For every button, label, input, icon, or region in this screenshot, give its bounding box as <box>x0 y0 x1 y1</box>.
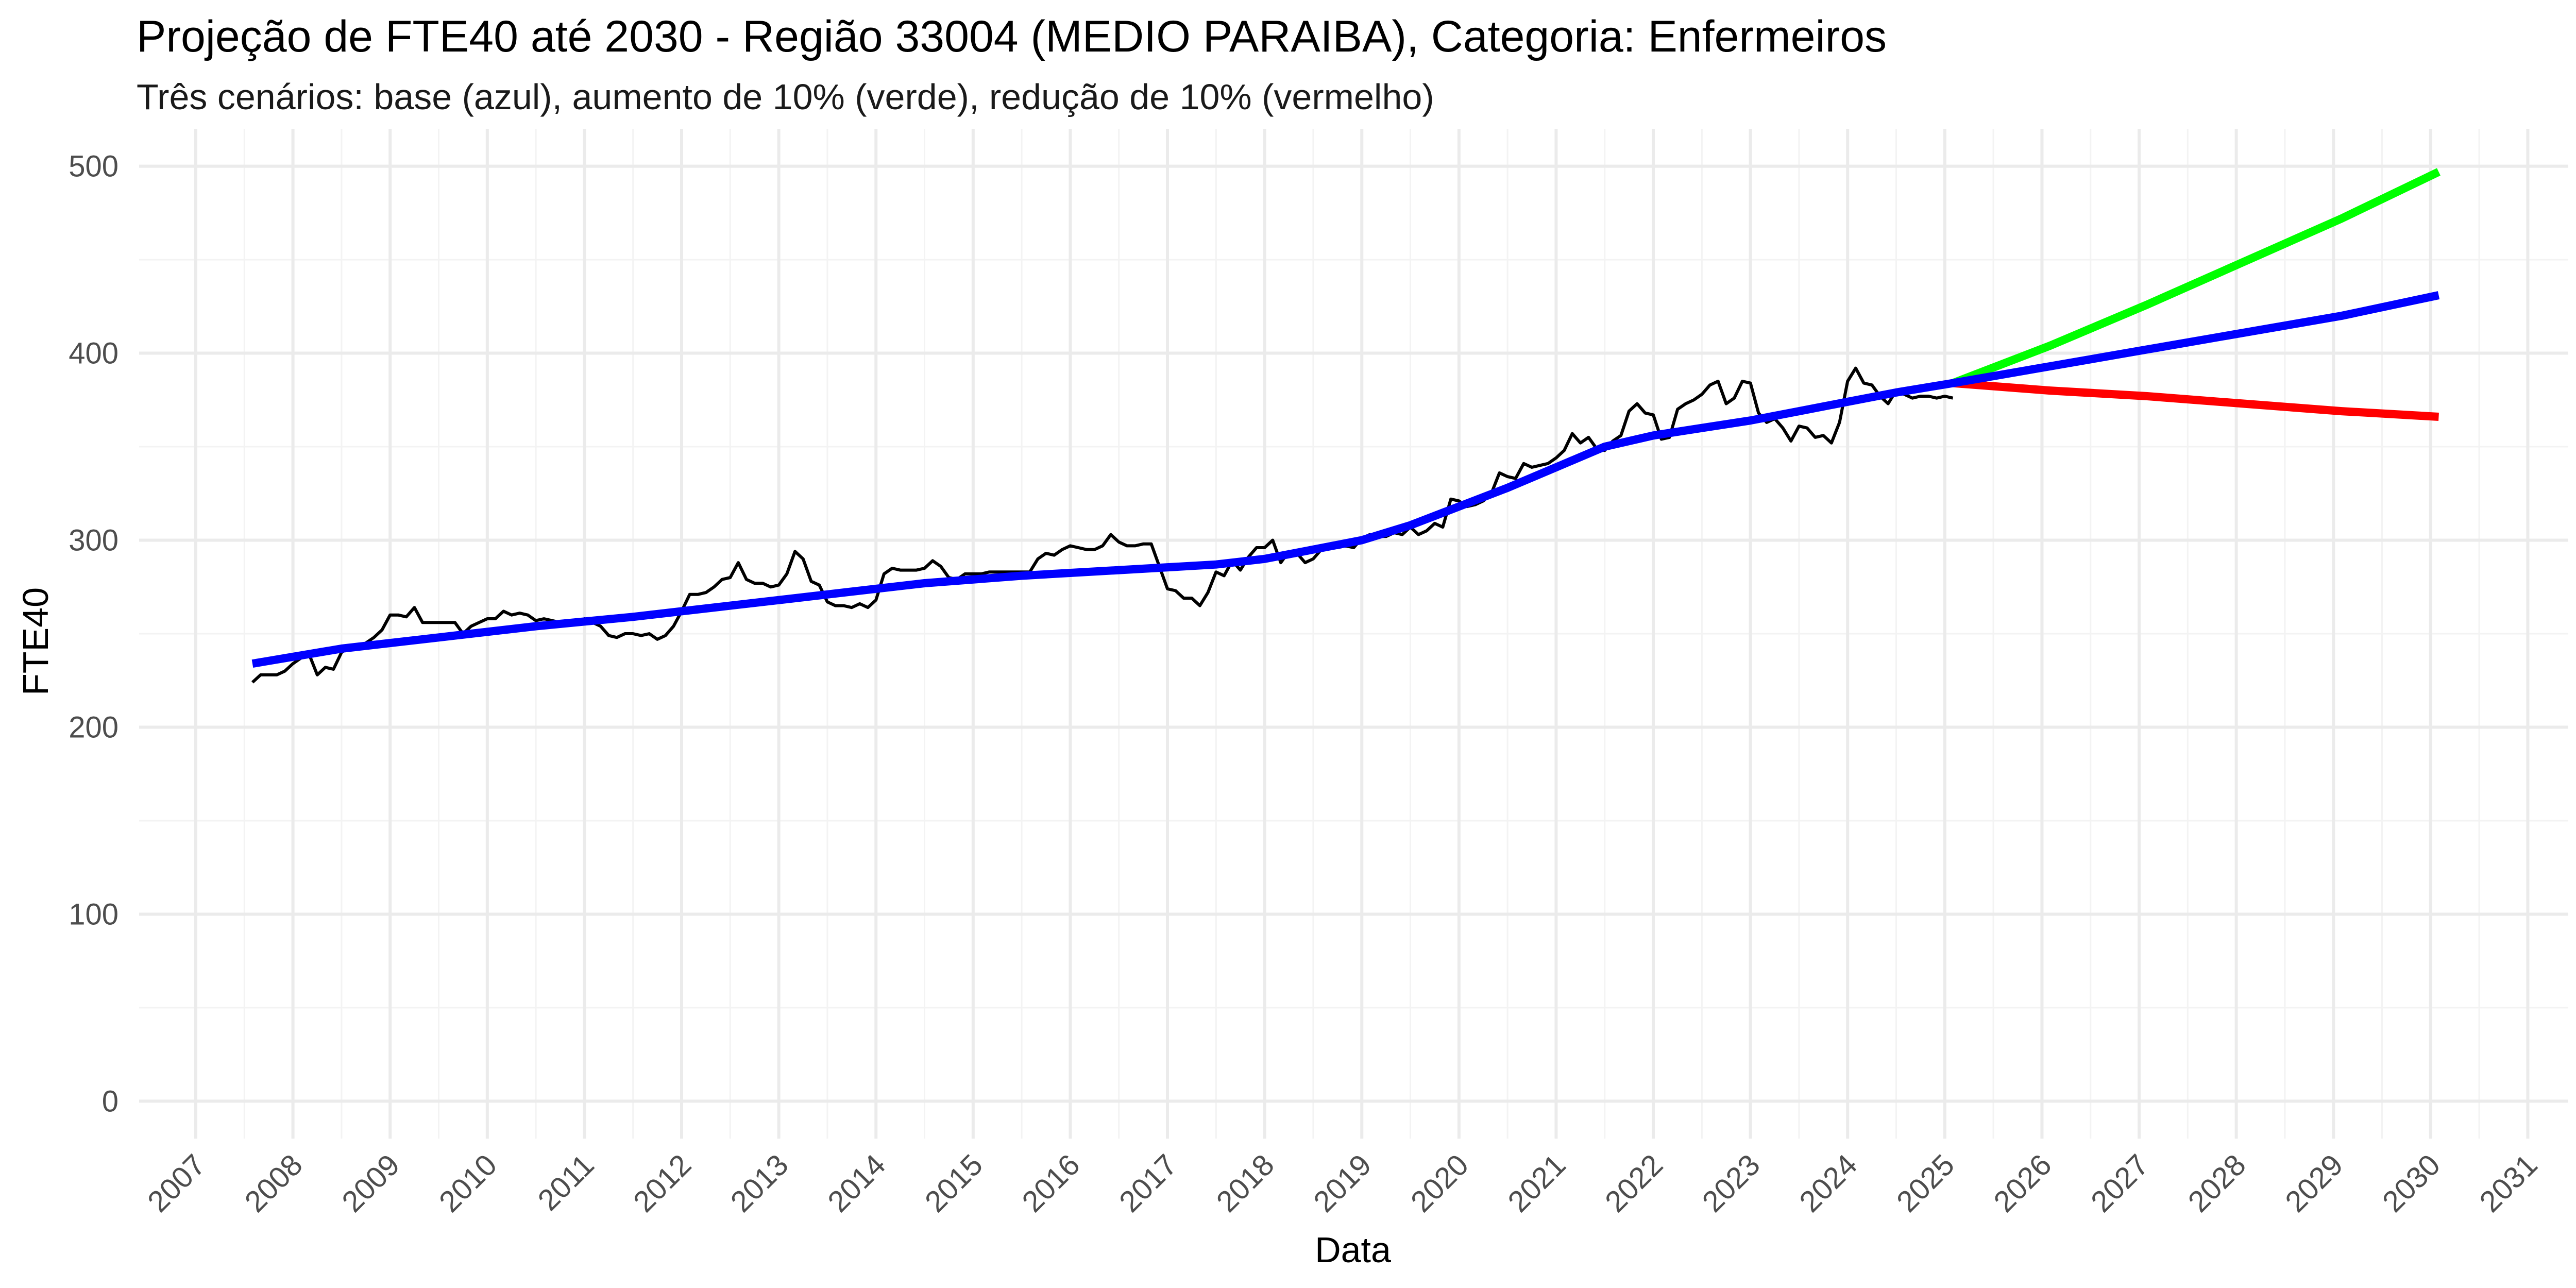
series-increase-line <box>1951 168 2441 387</box>
y-tick-label: 300 <box>69 524 118 557</box>
chart-subtitle: Três cenários: base (azul), aumento de 1… <box>137 77 1434 117</box>
series-observed-line <box>251 366 1954 684</box>
y-tick-label: 400 <box>69 337 118 370</box>
chart-title: Projeção de FTE40 até 2030 - Região 3300… <box>137 12 1887 61</box>
grid <box>139 129 2568 1139</box>
y-axis: 0 100 200 300 400 500 <box>69 150 118 1118</box>
y-tick-label: 0 <box>102 1084 118 1118</box>
y-tick-label: 100 <box>69 897 118 931</box>
series-base-line <box>251 291 2440 668</box>
plot-area <box>251 168 2441 684</box>
series-decrease-line <box>1952 379 2439 421</box>
y-tick-label: 200 <box>69 710 118 744</box>
y-tick-label: 500 <box>69 150 118 183</box>
y-axis-title: FTE40 <box>15 587 56 696</box>
x-axis-title: Data <box>1315 1230 1391 1270</box>
